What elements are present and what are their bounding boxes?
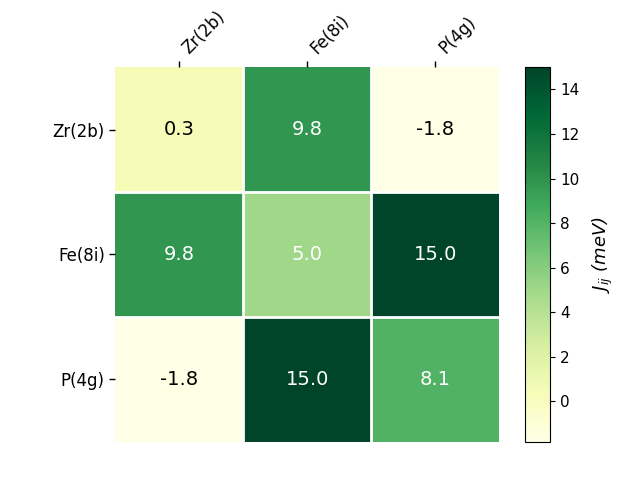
Text: 5.0: 5.0 <box>292 245 323 264</box>
Text: -1.8: -1.8 <box>160 370 198 389</box>
Text: 9.8: 9.8 <box>292 120 323 139</box>
Text: 15.0: 15.0 <box>413 245 457 264</box>
Text: -1.8: -1.8 <box>416 120 454 139</box>
Text: 8.1: 8.1 <box>420 370 451 389</box>
Text: 9.8: 9.8 <box>164 245 195 264</box>
Y-axis label: $J_{ij}$ (meV): $J_{ij}$ (meV) <box>591 216 614 293</box>
Text: 15.0: 15.0 <box>285 370 329 389</box>
Text: 0.3: 0.3 <box>164 120 195 139</box>
